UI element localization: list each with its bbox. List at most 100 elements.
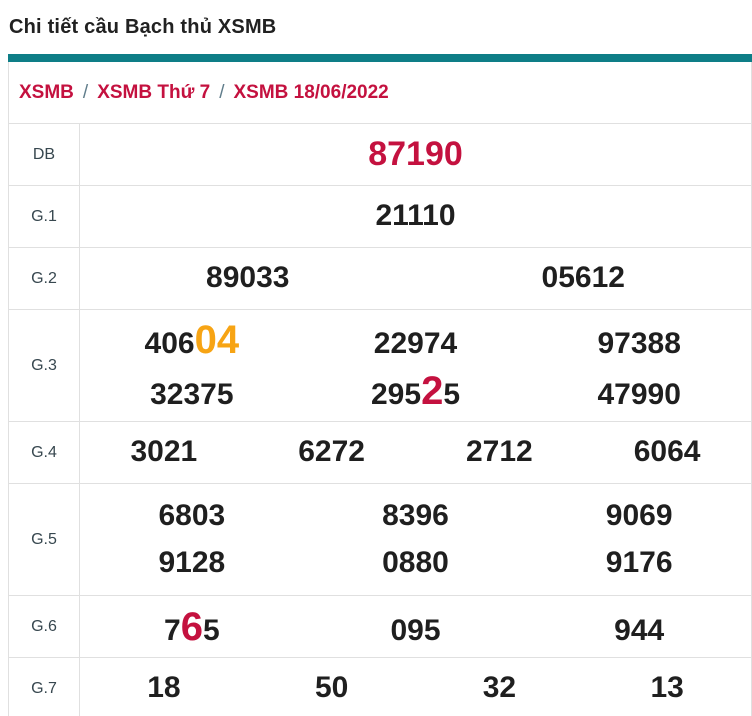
prize-values-line: 9128 0880 9176: [80, 546, 751, 581]
prize-number: 32375: [80, 378, 304, 413]
table-row: G.6 765 095 944: [9, 596, 751, 658]
number-segment: 97388: [597, 327, 681, 360]
number-segment: 2712: [466, 435, 533, 469]
prize-number: 22974: [304, 327, 528, 362]
table-row: G.7 18 50 32 13: [9, 658, 751, 716]
table-row: G.3 40604 22974 97388 32375 29525 47990: [9, 310, 751, 422]
prize-values-line: 3021 6272 2712 6064: [80, 435, 751, 470]
number-segment: 6272: [298, 435, 365, 469]
prize-label: DB: [9, 124, 80, 185]
prize-label: G.5: [9, 484, 80, 595]
prize-number: 05612: [416, 261, 752, 296]
prize-number: 944: [527, 614, 751, 649]
prize-values-line: 6803 8396 9069: [80, 499, 751, 534]
number-segment: 095: [390, 613, 441, 647]
prize-values: 6803 8396 9069 9128 0880 9176: [80, 484, 751, 595]
number-segment: 6803: [158, 498, 226, 532]
number-segment: 944: [614, 613, 665, 647]
table-row: G.2 89033 05612: [9, 248, 751, 310]
breadcrumb: XSMB / XSMB Thứ 7 / XSMB 18/06/2022: [9, 62, 751, 124]
prize-number: 32: [416, 671, 584, 706]
prize-values-line: 89033 05612: [80, 261, 751, 296]
prize-number: 6803: [80, 499, 304, 534]
number-segment: 7: [164, 613, 181, 647]
prize-number: 9069: [527, 499, 751, 534]
prize-values: 765 095 944: [80, 596, 751, 657]
prize-number: 9176: [527, 546, 751, 581]
number-segment: 89033: [206, 261, 290, 295]
prize-number: 3021: [80, 435, 248, 470]
prize-number: 6064: [583, 435, 751, 470]
prize-values-line: 40604 22974 97388: [80, 317, 751, 363]
number-segment: 6064: [633, 435, 701, 469]
prize-label: G.6: [9, 596, 80, 657]
prize-label: G.3: [9, 310, 80, 421]
prize-number: 8396: [304, 499, 528, 534]
prize-values: 21110: [80, 186, 751, 247]
prize-number: 13: [583, 671, 751, 706]
prize-number: 9128: [80, 546, 304, 581]
prize-label: G.4: [9, 422, 80, 483]
number-segment: 21110: [375, 199, 456, 233]
prize-number: 89033: [80, 261, 416, 296]
number-segment: 0880: [382, 545, 449, 579]
number-segment: 9069: [605, 498, 673, 532]
prize-values-line: 21110: [80, 199, 751, 234]
accent-bar: [8, 54, 752, 62]
number-segment: 18: [147, 671, 181, 705]
number-segment: 32375: [150, 378, 234, 411]
prize-label: G.7: [9, 658, 80, 716]
prize-number: 29525: [304, 368, 528, 414]
prize-number: 18: [80, 671, 248, 706]
number-segment: 47990: [597, 378, 681, 411]
table-row: G.1 21110: [9, 186, 751, 248]
prize-number: 2712: [416, 435, 584, 470]
breadcrumb-separator: /: [219, 81, 225, 103]
number-segment: 9128: [158, 545, 226, 579]
number-segment: 295: [371, 378, 422, 411]
prize-values: 40604 22974 97388 32375 29525 47990: [80, 310, 751, 421]
prize-number: 765: [80, 604, 304, 650]
prize-number: 50: [248, 671, 416, 706]
prize-number: 0880: [304, 546, 528, 581]
number-segment: 13: [650, 671, 684, 705]
breadcrumb-link[interactable]: XSMB 18/06/2022: [233, 81, 389, 103]
prize-number: 97388: [527, 327, 751, 362]
page-title: Chi tiết cầu Bạch thủ XSMB: [9, 16, 277, 38]
prize-values: 87190: [80, 124, 751, 185]
breadcrumb-link[interactable]: XSMB: [19, 81, 74, 103]
number-segment: 3021: [130, 435, 198, 469]
prize-values-line: 765 095 944: [80, 604, 751, 650]
number-segment: 22974: [373, 327, 458, 360]
table-row: G.4 3021 6272 2712 6064: [9, 422, 751, 484]
prize-values: 89033 05612: [80, 248, 751, 309]
number-segment: 406: [144, 327, 195, 360]
prize-values-line: 32375 29525 47990: [80, 368, 751, 414]
number-segment: 50: [314, 671, 349, 705]
number-segment: 9176: [605, 545, 673, 579]
highlighted-digit: 87190: [368, 134, 463, 173]
prize-values-line: 87190: [80, 135, 751, 174]
table-row: DB 87190: [9, 124, 751, 186]
prize-number: 47990: [527, 378, 751, 413]
prize-number: 095: [304, 614, 528, 649]
prize-values-line: 18 50 32 13: [80, 671, 751, 706]
highlighted-digit: 04: [194, 318, 240, 362]
prize-number: 6272: [248, 435, 416, 470]
breadcrumb-separator: /: [82, 81, 89, 103]
prize-label: G.1: [9, 186, 80, 247]
highlighted-digit: 6: [180, 604, 203, 649]
breadcrumb-link[interactable]: XSMB Thứ 7: [97, 81, 211, 103]
number-segment: 8396: [382, 498, 449, 532]
number-segment: 5: [443, 378, 460, 411]
prize-values: 18 50 32 13: [80, 658, 751, 716]
prize-values: 3021 6272 2712 6064: [80, 422, 751, 483]
number-segment: 5: [202, 613, 220, 647]
table-row: G.5 6803 8396 9069 9128 0880 9176: [9, 484, 751, 596]
prize-label: G.2: [9, 248, 80, 309]
number-segment: 05612: [541, 261, 625, 295]
prize-number: 21110: [80, 199, 751, 234]
results-table: DB 87190 G.1 21110 G.2 89033 05612 G.3 40604 2297…: [9, 124, 751, 716]
number-segment: 32: [482, 671, 517, 705]
prize-number: 87190: [80, 135, 751, 174]
